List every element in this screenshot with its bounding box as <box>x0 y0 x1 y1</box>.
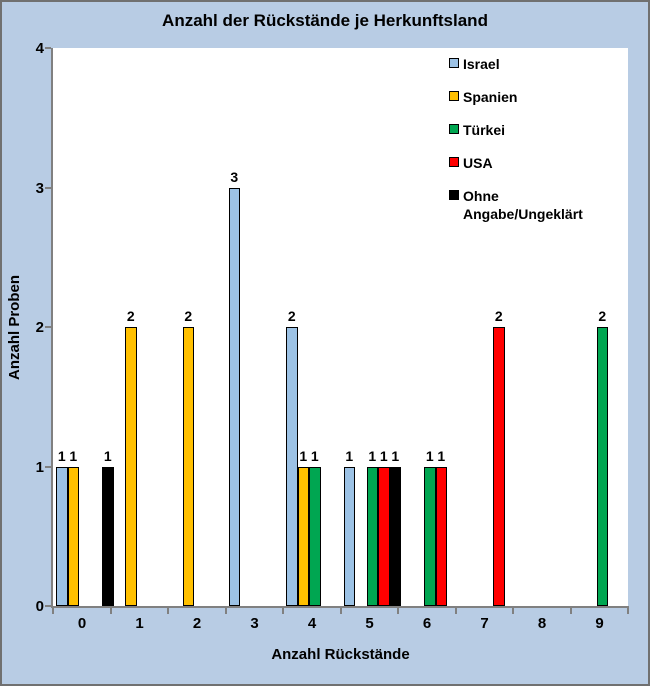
bar-t-rkei-x6 <box>424 466 436 606</box>
legend-swatch-t-rkei <box>449 124 459 134</box>
x-axis-line <box>51 606 629 608</box>
x-tick-label: 9 <box>595 615 604 632</box>
y-tick-label: 2 <box>35 319 44 336</box>
y-tick <box>45 47 51 49</box>
bar-value-label: 3 <box>230 168 239 185</box>
bar-value-label: 2 <box>287 308 296 324</box>
bar-value-label: 1 <box>69 447 78 464</box>
y-tick <box>45 465 51 468</box>
x-tick <box>454 608 457 614</box>
bar-israel-x3 <box>228 187 240 606</box>
bar-israel-x4 <box>286 327 298 606</box>
bar-usa-x7 <box>493 327 505 606</box>
x-tick-label: 6 <box>422 615 432 632</box>
bar-value-label: 1 <box>379 447 388 464</box>
chart-title: Anzahl der Rückstände je Herkunftsland <box>162 11 488 30</box>
x-tick-label: 1 <box>135 615 144 632</box>
legend-label: Türkei <box>463 122 506 138</box>
bar-t-rkei-x9 <box>596 327 608 606</box>
bar-value-label: 2 <box>126 308 135 324</box>
bar-israel-x5 <box>343 466 355 606</box>
bar-value-label: 1 <box>345 447 354 464</box>
bar-t-rkei-x5 <box>366 466 378 606</box>
bar-spanien-x4 <box>297 466 309 606</box>
bar-value-label: 1 <box>437 447 446 464</box>
bar-spanien-x2 <box>182 327 194 606</box>
legend-item: Türkei <box>449 121 619 139</box>
bar-ohne-angabe-ungekl-rt-x5 <box>389 466 401 606</box>
bar-value-label: 1 <box>391 447 400 464</box>
x-tick <box>397 608 399 614</box>
bar-value-label: 1 <box>425 447 434 464</box>
x-tick-label: 0 <box>77 615 87 632</box>
legend-swatch-usa <box>449 157 459 167</box>
legend-label: Spanien <box>463 89 518 105</box>
x-tick <box>167 608 169 614</box>
x-tick-label: 2 <box>192 615 202 632</box>
bar-value-label: 1 <box>103 447 112 464</box>
legend-label: USA <box>463 155 493 171</box>
legend-item: Ohne Angabe/Ungeklärt <box>449 187 619 223</box>
y-tick-label: 0 <box>35 598 44 615</box>
bar-value-label: 1 <box>368 447 377 464</box>
x-tick-label: 5 <box>365 615 374 632</box>
bar-value-label: 2 <box>494 308 503 324</box>
y-axis-line <box>51 48 53 608</box>
bar-value-label: 2 <box>184 308 193 324</box>
y-tick-label: 1 <box>35 458 44 476</box>
x-tick <box>109 608 112 614</box>
x-tick <box>224 608 227 614</box>
x-tick-label: 8 <box>537 615 547 632</box>
bar-usa-x5 <box>378 466 390 606</box>
bar-value-label: 1 <box>299 447 308 464</box>
bar-value-label: 1 <box>310 447 319 464</box>
legend-item: Spanien <box>449 88 619 106</box>
x-tick-label: 3 <box>250 615 259 632</box>
legend-swatch-israel <box>449 58 459 68</box>
legend-label: Ohne Angabe/Ungeklärt <box>463 188 583 222</box>
legend-swatch-spanien <box>449 91 459 101</box>
bar-ohne-angabe-ungekl-rt-x0 <box>102 466 114 606</box>
bar-usa-x6 <box>435 466 447 606</box>
y-tick <box>45 605 51 607</box>
y-tick <box>45 186 51 189</box>
y-tick-label: 3 <box>35 179 44 197</box>
x-tick <box>52 608 54 614</box>
bar-spanien-x1 <box>125 327 137 606</box>
bar-value-label: 2 <box>598 308 607 324</box>
x-tick <box>339 608 342 614</box>
legend-swatch-ohne-angabe-ungekl-rt <box>449 190 459 200</box>
x-tick-label: 7 <box>480 615 489 632</box>
x-tick <box>627 608 629 614</box>
bar-israel-x0 <box>56 466 68 606</box>
legend-item: USA <box>449 154 619 172</box>
legend-label: Israel <box>463 56 500 72</box>
x-tick-label: 4 <box>307 615 317 632</box>
bar-value-label: 1 <box>57 447 66 464</box>
x-tick <box>512 608 514 614</box>
bar-t-rkei-x4 <box>309 466 321 606</box>
y-tick-label: 4 <box>35 40 44 57</box>
x-axis-title: Anzahl Rückstände <box>271 646 410 663</box>
bar-spanien-x0 <box>67 466 79 606</box>
y-tick <box>45 326 51 328</box>
x-tick <box>569 608 572 614</box>
x-tick <box>282 608 284 614</box>
legend-item: Israel <box>449 55 619 73</box>
legend: Israel Spanien Türkei USA Ohne Angabe/Ungekl… <box>449 55 619 238</box>
